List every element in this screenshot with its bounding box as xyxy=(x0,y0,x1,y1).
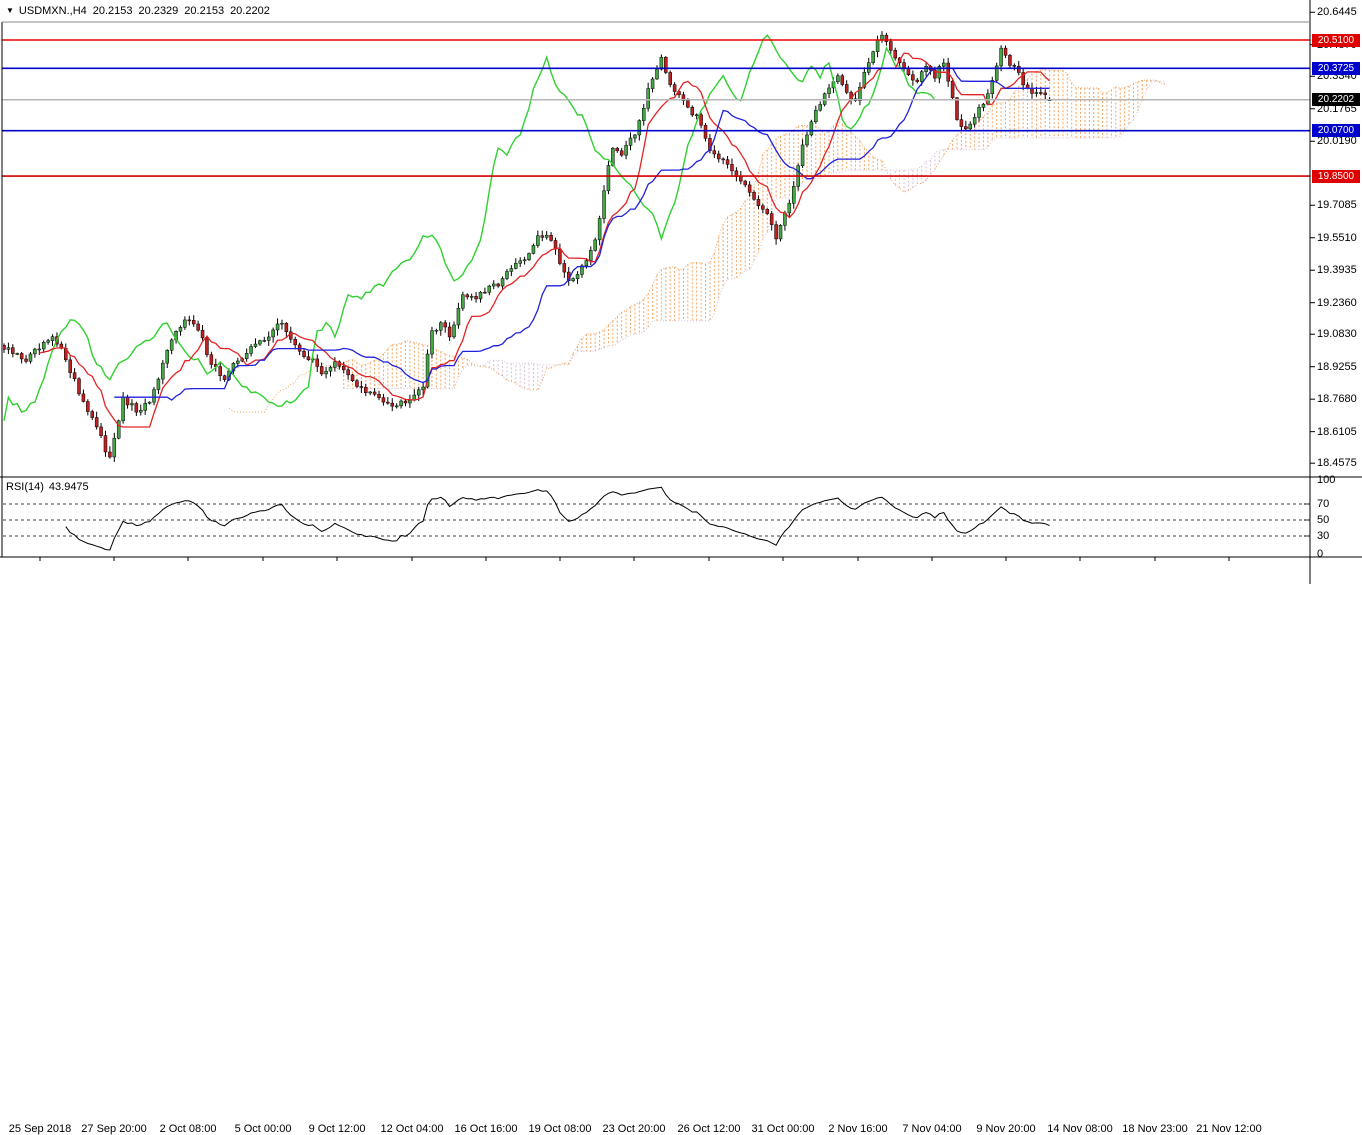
price-tick-label: 18.7680 xyxy=(1317,393,1357,405)
symbol-dropdown-icon[interactable]: ▼ xyxy=(6,6,14,15)
panel-frame xyxy=(0,0,1362,584)
rsi-scale-label: 0 xyxy=(1317,548,1324,560)
time-tick-label: 12 Oct 04:00 xyxy=(380,1123,444,1135)
time-tick-label: 9 Oct 12:00 xyxy=(308,1123,366,1135)
price-tick-label: 19.5510 xyxy=(1317,232,1357,244)
rsi-line xyxy=(65,486,1050,551)
time-tick-label: 18 Nov 23:00 xyxy=(1122,1123,1188,1135)
ohlc-low: 20.2153 xyxy=(184,5,225,17)
rsi-scale-label: 100 xyxy=(1317,474,1336,486)
chart-title: ▼ USDMXN.,H4 20.2153 20.2329 20.2153 20.2202 xyxy=(6,5,276,17)
time-tick-label: 16 Oct 16:00 xyxy=(454,1123,518,1135)
horizontal-price-lines xyxy=(2,39,1310,177)
kijun-sen-line xyxy=(114,67,1050,401)
price-level-badge-20.5100: 20.5100 xyxy=(1312,34,1360,47)
time-tick-label: 26 Oct 12:00 xyxy=(677,1123,741,1135)
price-tick-label: 20.0190 xyxy=(1317,135,1357,147)
time-tick-label: 25 Sep 2018 xyxy=(8,1123,72,1135)
price-tick-label: 20.6445 xyxy=(1317,6,1357,18)
chikou-span-line xyxy=(3,34,936,421)
rsi-scale-label: 50 xyxy=(1317,514,1330,526)
time-tick-label: 2 Nov 16:00 xyxy=(828,1123,888,1135)
price-tick-label: 19.0830 xyxy=(1317,328,1357,340)
price-tick-label: 18.4575 xyxy=(1317,457,1357,469)
ichimoku-cloud xyxy=(343,69,1165,390)
price-level-badge-20.0700: 20.0700 xyxy=(1312,124,1360,137)
time-tick-label: 7 Nov 04:00 xyxy=(902,1123,962,1135)
time-tick-label: 19 Oct 08:00 xyxy=(528,1123,592,1135)
time-tick-label: 5 Oct 00:00 xyxy=(234,1123,292,1135)
rsi-value: 43.9475 xyxy=(48,481,89,493)
price-level-badge-20.3725: 20.3725 xyxy=(1312,62,1360,75)
time-tick-label: 2 Oct 08:00 xyxy=(159,1123,217,1135)
rsi-scale-label: 30 xyxy=(1317,530,1330,542)
price-tick-label: 18.9255 xyxy=(1317,361,1357,373)
ohlc-open: 20.2153 xyxy=(92,5,133,17)
rsi-panel[interactable] xyxy=(3,486,1309,551)
price-tick-label: 18.6105 xyxy=(1317,426,1357,438)
ohlc-close: 20.2202 xyxy=(230,5,270,17)
current-price-badge: 20.2202 xyxy=(1312,93,1360,106)
rsi-name: RSI(14) xyxy=(6,481,44,493)
time-tick-label: 27 Sep 20:00 xyxy=(81,1123,147,1135)
price-tick-label: 19.2360 xyxy=(1317,297,1357,309)
time-tick-label: 31 Oct 00:00 xyxy=(751,1123,815,1135)
symbol-period-label: USDMXN.,H4 xyxy=(18,5,87,17)
main-panel[interactable] xyxy=(3,31,1165,462)
rsi-scale-label: 70 xyxy=(1317,498,1330,510)
price-chart-canvas[interactable] xyxy=(0,0,1362,584)
candlesticks xyxy=(3,31,1052,462)
time-tick-label: 21 Nov 12:00 xyxy=(1196,1123,1262,1135)
time-axis[interactable]: 25 Sep 2018 27 Sep 20:00 2 Oct 08:00 5 Oct … xyxy=(0,557,1362,1135)
price-level-badge-19.8500: 19.8500 xyxy=(1312,170,1360,183)
senkou-span-b-line xyxy=(343,80,1165,390)
tenkan-sen-line xyxy=(39,52,1051,428)
price-tick-label: 20.1765 xyxy=(1317,103,1357,115)
time-tick-label: 14 Nov 08:00 xyxy=(1047,1123,1113,1135)
price-tick-label: 19.7085 xyxy=(1317,199,1357,211)
rsi-label: RSI(14) 43.9475 xyxy=(6,481,94,493)
time-tick-label: 23 Oct 20:00 xyxy=(602,1123,666,1135)
ohlc-high: 20.2329 xyxy=(138,5,179,17)
time-tick-label: 9 Nov 20:00 xyxy=(976,1123,1036,1135)
price-tick-label: 19.3935 xyxy=(1317,264,1357,276)
